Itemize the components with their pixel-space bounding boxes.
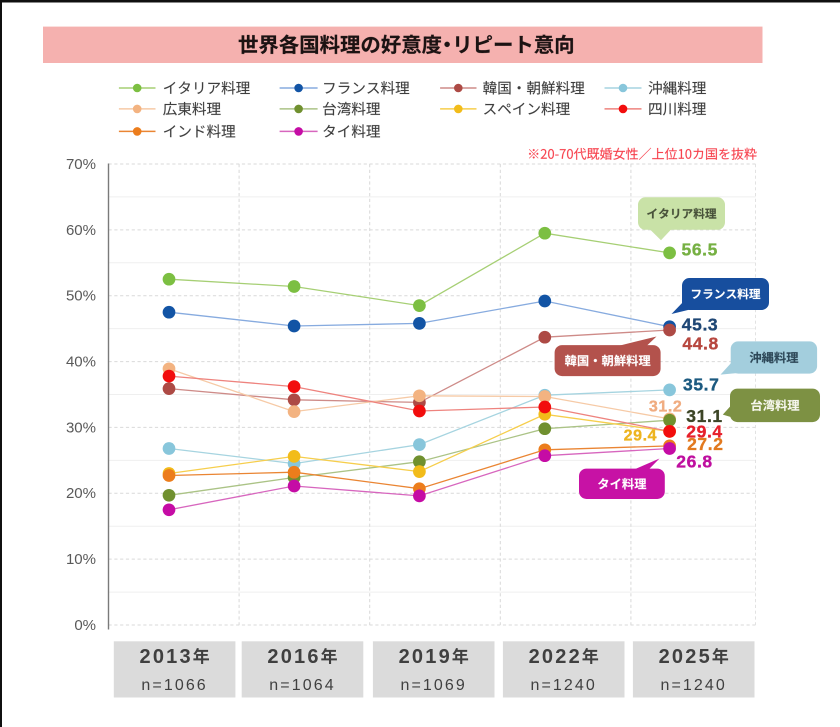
svg-text:10%: 10% (66, 551, 96, 568)
svg-text:2022: 2022 (529, 646, 582, 668)
svg-text:20%: 20% (66, 485, 96, 502)
svg-text:n=1064: n=1064 (269, 677, 335, 694)
svg-text:n=1240: n=1240 (530, 677, 596, 694)
svg-text:44.8: 44.8 (682, 334, 718, 354)
svg-text:31.2: 31.2 (649, 399, 683, 416)
svg-text:n=1066: n=1066 (141, 677, 207, 694)
svg-text:2016: 2016 (267, 646, 320, 668)
svg-text:27.2: 27.2 (687, 434, 723, 454)
svg-text:2025: 2025 (659, 646, 712, 668)
svg-text:60%: 60% (66, 222, 96, 239)
svg-text:2013: 2013 (140, 646, 193, 668)
svg-text:70%: 70% (66, 156, 96, 173)
svg-text:30%: 30% (66, 419, 96, 436)
svg-text:40%: 40% (66, 354, 96, 371)
svg-text:2019: 2019 (399, 646, 452, 668)
svg-text:26.8: 26.8 (676, 452, 712, 472)
svg-text:n=1240: n=1240 (660, 677, 726, 694)
svg-text:45.3: 45.3 (682, 315, 718, 335)
svg-text:29.4: 29.4 (624, 428, 658, 445)
svg-text:0%: 0% (74, 617, 96, 634)
svg-text:35.7: 35.7 (683, 375, 719, 395)
svg-text:50%: 50% (66, 288, 96, 305)
svg-text:n=1069: n=1069 (400, 677, 466, 694)
svg-text:31.1: 31.1 (686, 406, 722, 426)
svg-text:56.5: 56.5 (682, 240, 718, 260)
svg-text:29.4: 29.4 (686, 422, 722, 442)
